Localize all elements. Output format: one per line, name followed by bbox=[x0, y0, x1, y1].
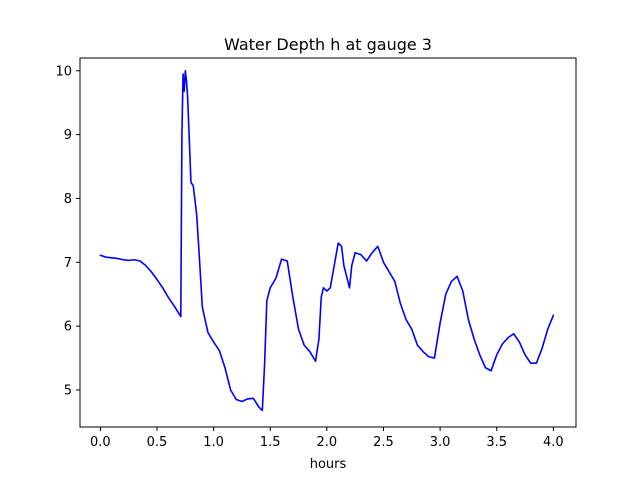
tick-marks bbox=[76, 70, 554, 431]
y-tick-label: 9 bbox=[64, 128, 72, 143]
y-tick-label: 6 bbox=[64, 320, 72, 335]
x-tick-label: 4.0 bbox=[543, 435, 564, 450]
data-series bbox=[99, 69, 555, 412]
y-tick-label: 10 bbox=[55, 64, 72, 79]
x-tick-label: 1.5 bbox=[260, 435, 281, 450]
x-tick-label: 2.5 bbox=[373, 435, 394, 450]
x-tick-label: 0.0 bbox=[90, 435, 111, 450]
plot-frame bbox=[79, 57, 577, 428]
x-tick-label: 0.5 bbox=[147, 435, 168, 450]
chart-title: Water Depth h at gauge 3 bbox=[224, 35, 432, 54]
water-depth-line bbox=[99, 69, 555, 412]
x-tick-label: 2.0 bbox=[317, 435, 338, 450]
x-tick-label: 1.0 bbox=[203, 435, 224, 450]
y-tick-label: 7 bbox=[64, 256, 72, 271]
tick-labels: 0.0 0.5 1.0 1.5 2.0 2.5 3.0 3.5 4.0 5 6 7 8 9 10 bbox=[55, 64, 563, 450]
x-tick-label: 3.0 bbox=[430, 435, 451, 450]
y-tick-label: 5 bbox=[64, 383, 72, 398]
y-tick-label: 8 bbox=[64, 192, 72, 207]
x-tick-label: 3.5 bbox=[486, 435, 507, 450]
x-axis-label: hours bbox=[310, 457, 347, 472]
